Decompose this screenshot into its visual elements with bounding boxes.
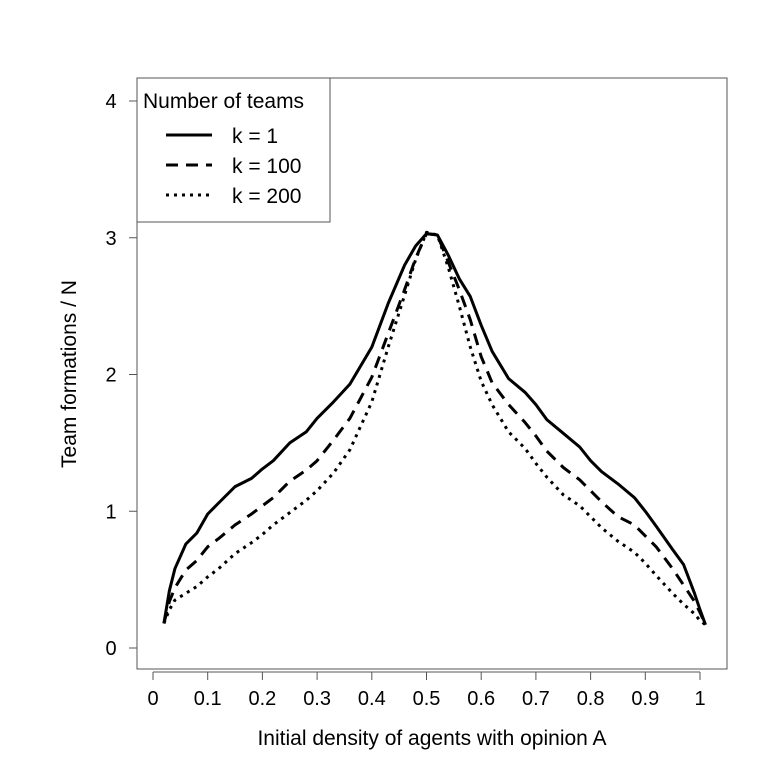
series-line-1: [162, 232, 707, 626]
x-tick-label: 0.4: [358, 688, 386, 710]
x-axis-title: Initial density of agents with opinion A: [257, 727, 606, 750]
x-tick-label: 0.6: [467, 688, 495, 710]
x-tick-label: 0: [147, 688, 158, 710]
series-layer: [162, 230, 707, 626]
legend-box: [136, 77, 331, 223]
series-line-3: [162, 230, 707, 626]
x-tick-label: 0.9: [631, 688, 659, 710]
y-axis: 0 1 2 3 4: [105, 91, 138, 660]
legend: Number of teams k = 1 k = 100 k = 200: [136, 77, 331, 223]
y-tick-label: 2: [105, 365, 116, 387]
x-tick-label: 0.8: [577, 688, 605, 710]
x-tick-label: 1: [694, 688, 705, 710]
y-axis-title: Team formations / N: [58, 280, 81, 468]
x-tick-label: 0.2: [248, 688, 276, 710]
x-tick-label: 0.7: [522, 688, 550, 710]
y-tick-label: 4: [105, 91, 116, 113]
y-tick-label: 1: [105, 501, 116, 523]
y-tick-label: 3: [105, 228, 116, 250]
legend-title: Number of teams: [143, 90, 304, 113]
x-tick-label: 0.3: [303, 688, 331, 710]
legend-label-k100: k = 100: [232, 155, 301, 178]
y-tick-label: 0: [105, 638, 116, 660]
legend-label-k200: k = 200: [232, 185, 301, 208]
x-axis: 0 0.1 0.2 0.3 0.4 0.5 0.6 0.7 0.8 0.9 1: [147, 671, 706, 710]
series-line-2: [162, 232, 707, 626]
legend-label-k1: k = 1: [232, 125, 278, 148]
x-tick-label: 0.5: [413, 688, 441, 710]
x-tick-label: 0.1: [194, 688, 222, 710]
